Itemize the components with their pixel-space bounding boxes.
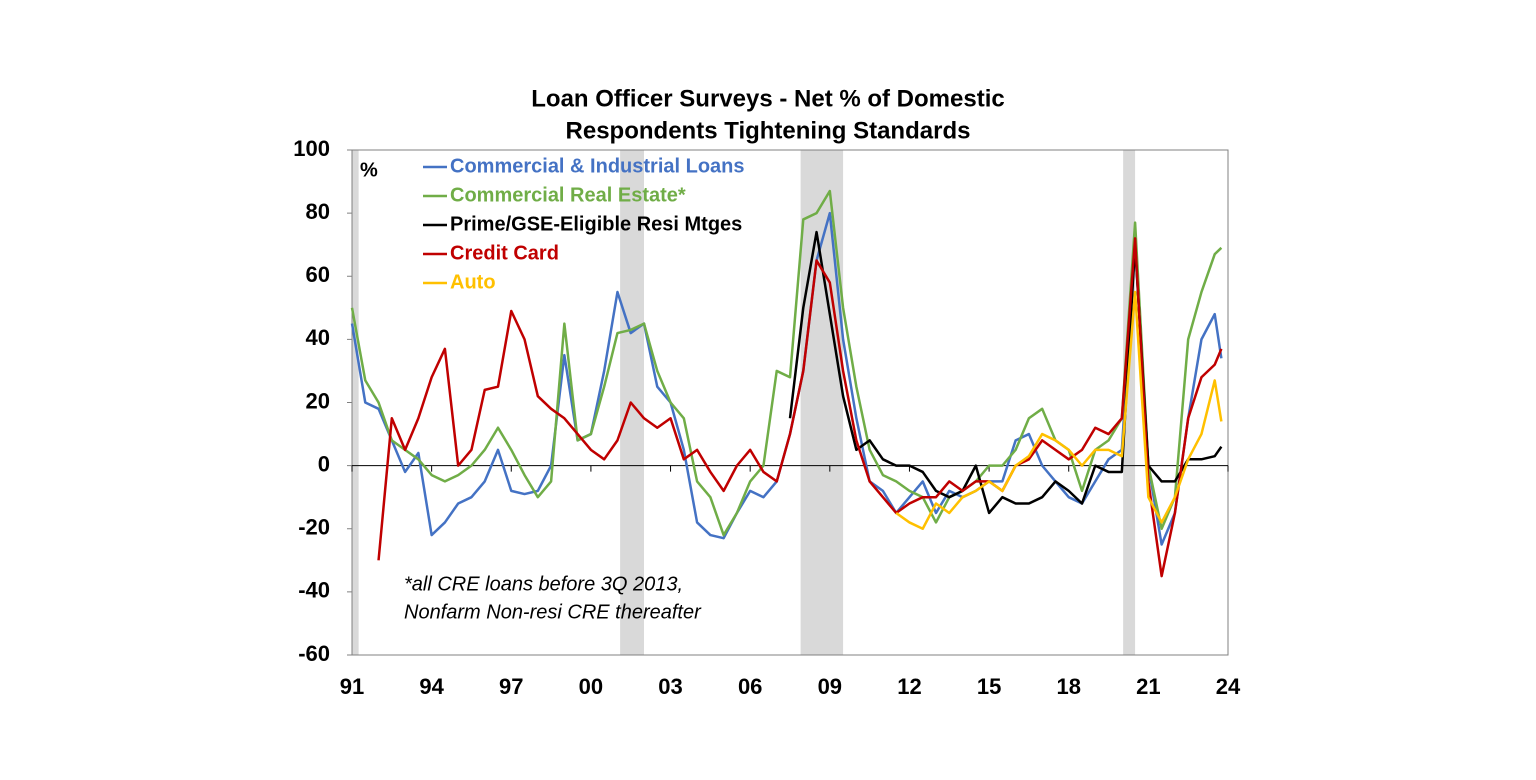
- annotation: *all CRE loans before 3Q 2013,: [404, 573, 683, 595]
- x-tick-label: 03: [658, 674, 682, 699]
- chart-title: Loan Officer Surveys - Net % of Domestic: [531, 85, 1004, 112]
- series-line: [788, 230, 1223, 515]
- x-tick-label: 21: [1136, 674, 1160, 699]
- legend-label: Commercial & Industrial Loans: [450, 155, 745, 177]
- x-tick-label: 09: [818, 674, 842, 699]
- y-tick-label: 60: [306, 262, 330, 287]
- legend-label: Commercial Real Estate*: [450, 184, 686, 206]
- series-line: [895, 290, 1223, 530]
- x-tick-label: 15: [977, 674, 1001, 699]
- annotation: Nonfarm Non-resi CRE thereafter: [404, 601, 702, 623]
- legend-label: Credit Card: [450, 242, 559, 264]
- y-tick-label: 100: [293, 136, 330, 161]
- x-tick-label: 00: [579, 674, 603, 699]
- y-tick-label: -20: [298, 515, 330, 540]
- x-tick-label: 12: [897, 674, 921, 699]
- x-tick-label: 91: [340, 674, 364, 699]
- y-tick-label: 20: [306, 388, 330, 413]
- y-tick-label: -40: [298, 578, 330, 603]
- series-line: [377, 237, 1223, 578]
- series-line: [350, 189, 1223, 537]
- x-tick-label: 94: [419, 674, 444, 699]
- y-tick-label: -60: [298, 641, 330, 666]
- x-tick-label: 97: [499, 674, 523, 699]
- recession-band: [800, 150, 844, 655]
- y-tick-label: 40: [306, 325, 330, 350]
- recession-band: [352, 150, 359, 655]
- x-tick-label: 24: [1216, 674, 1241, 699]
- legend-label: Prime/GSE-Eligible Resi Mtges: [450, 213, 742, 235]
- legend-label: Auto: [450, 271, 496, 293]
- recession-band: [1123, 150, 1136, 655]
- y-tick-label: 80: [306, 199, 330, 224]
- x-tick-label: 18: [1056, 674, 1080, 699]
- y-tick-label: 0: [318, 451, 330, 476]
- y-axis-label: %: [360, 159, 378, 181]
- x-tick-label: 06: [738, 674, 762, 699]
- chart-title: Respondents Tightening Standards: [566, 117, 971, 144]
